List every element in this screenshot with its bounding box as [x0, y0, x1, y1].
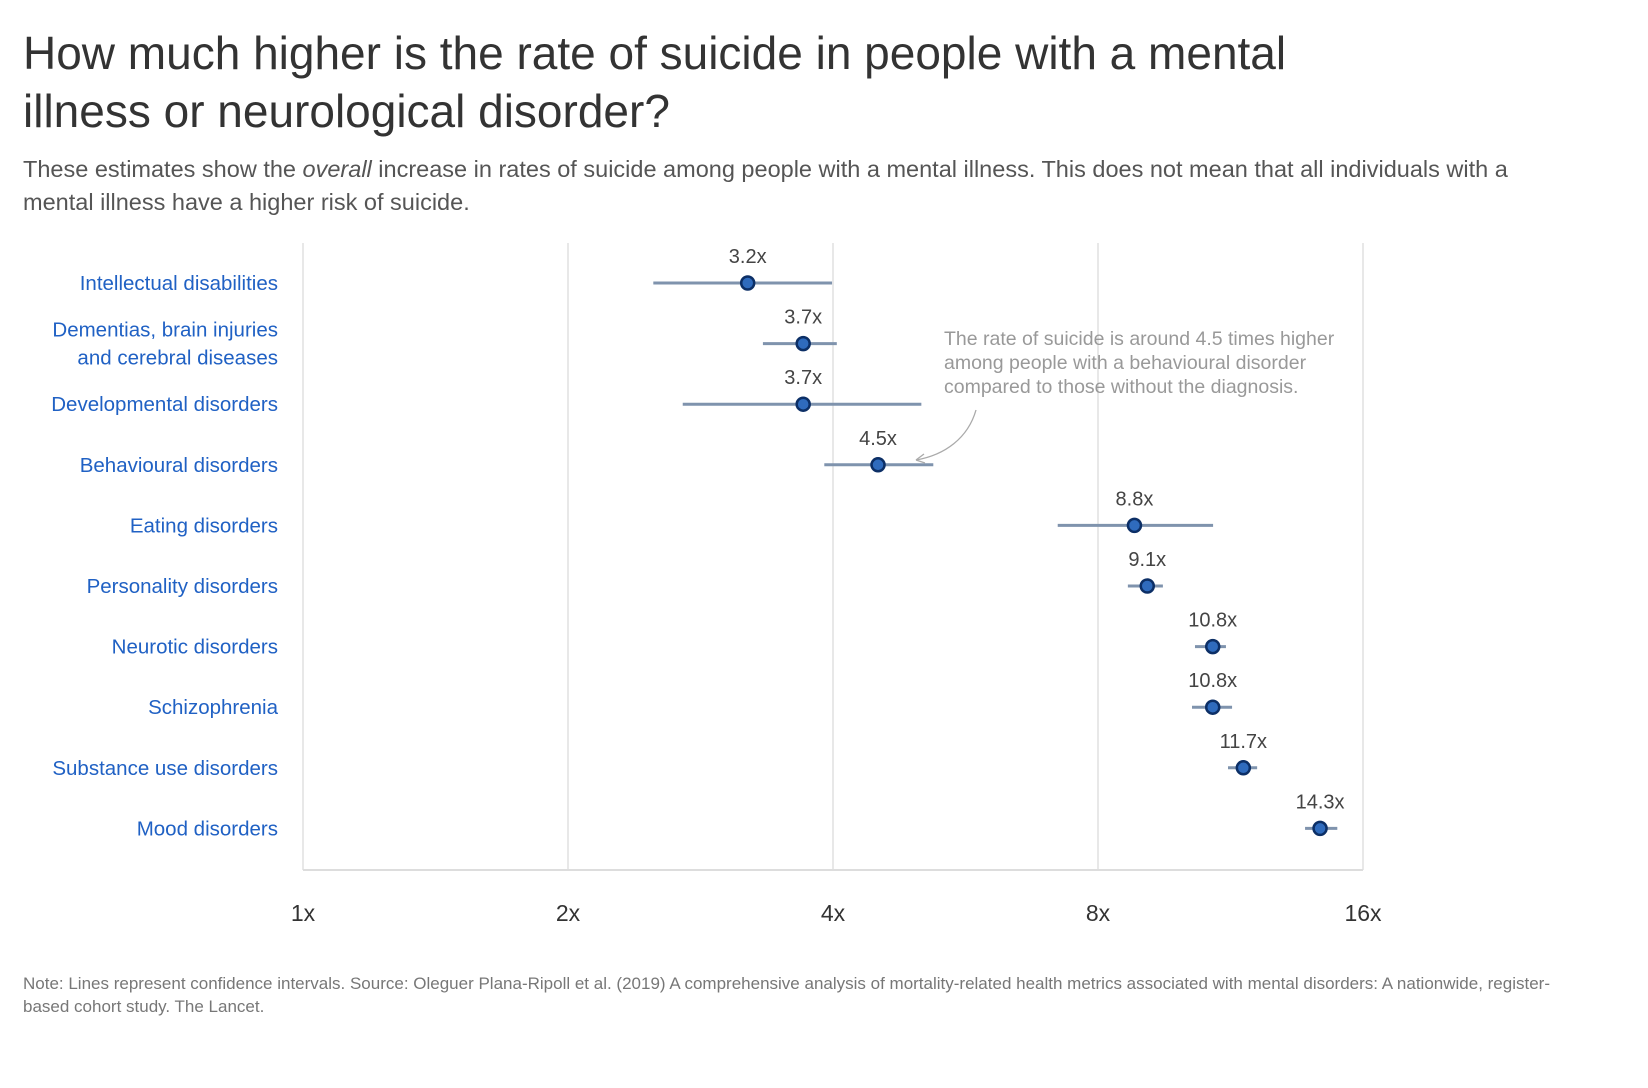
category-label-line: Substance use disorders [52, 757, 278, 780]
category-label: Personality disorders [87, 575, 278, 598]
category-label-line: Eating disorders [130, 514, 278, 537]
source-note: Note: Lines represent confidence interva… [23, 974, 1550, 1016]
x-tick-label: 4x [821, 900, 846, 926]
data-point [795, 335, 811, 352]
x-tick-label: 8x [1086, 900, 1111, 926]
category-label-line: Neurotic disorders [112, 636, 278, 659]
data-point [1126, 517, 1143, 534]
data-label: 11.7x [1220, 731, 1267, 753]
data-label: 8.8x [1116, 488, 1154, 510]
category-label: Mood disorders [137, 817, 278, 840]
annotation-text: compared to those without the diagnosis. [944, 376, 1298, 398]
data-point [1312, 820, 1328, 837]
data-point [739, 275, 756, 291]
x-tick-label: 1x [291, 900, 316, 926]
category-label-line: Personality disorders [87, 575, 278, 598]
category-label: Eating disorders [130, 514, 278, 537]
annotation-text: among people with a behavioural disorder [944, 352, 1307, 374]
x-tick-label: 16x [1344, 900, 1382, 926]
category-label-line: Developmental disorders [51, 393, 278, 416]
chart-title: How much higher is the rate of suicide i… [23, 27, 1287, 137]
category-label-line: Schizophrenia [148, 696, 279, 719]
category-label: Dementias, brain injuries and cerebral di… [52, 319, 278, 370]
data-label: 4.5x [859, 428, 897, 450]
data-label: 14.3x [1296, 791, 1345, 813]
category-label: Behavioural disorders [80, 454, 278, 477]
data-point [870, 457, 886, 473]
category-label-line: and cerebral diseases [77, 347, 278, 370]
subtitle-text: These estimates show the [23, 156, 303, 182]
chart-subtitle: These estimates show the overall increas… [23, 153, 1543, 219]
category-label: Neurotic disorders [112, 636, 278, 659]
category-label-line: Mood disorders [137, 817, 278, 840]
data-point [1204, 699, 1221, 715]
subtitle-text-end: increase in rates of suicide among peopl… [23, 156, 1508, 215]
category-label: Intellectual disabilities [80, 272, 278, 295]
annotation-arrow [915, 409, 977, 461]
category-label-line: Dementias, brain injuries [52, 319, 278, 342]
data-point [1235, 760, 1252, 776]
data-label: 10.8x [1188, 670, 1237, 692]
category-label-line: Behavioural disorders [80, 454, 278, 477]
category-label: Developmental disorders [51, 393, 278, 416]
data-label: 9.1x [1128, 549, 1166, 571]
data-label: 10.8x [1188, 610, 1237, 632]
category-label-line: Intellectual disabilities [80, 272, 278, 295]
arrowhead-icon [915, 453, 926, 464]
data-point [795, 396, 811, 412]
data-label: 3.7x [784, 367, 822, 389]
x-tick-label: 2x [556, 900, 581, 926]
data-point [1204, 638, 1221, 655]
subtitle-emphasis: overall [302, 156, 372, 182]
data-label: 3.7x [784, 307, 822, 329]
annotation-text: The rate of suicide is around 4.5 times … [944, 328, 1335, 350]
category-label: Substance use disorders [52, 757, 278, 780]
data-label: 3.2x [729, 246, 767, 268]
category-label: Schizophrenia [148, 696, 279, 719]
data-point [1139, 578, 1156, 594]
